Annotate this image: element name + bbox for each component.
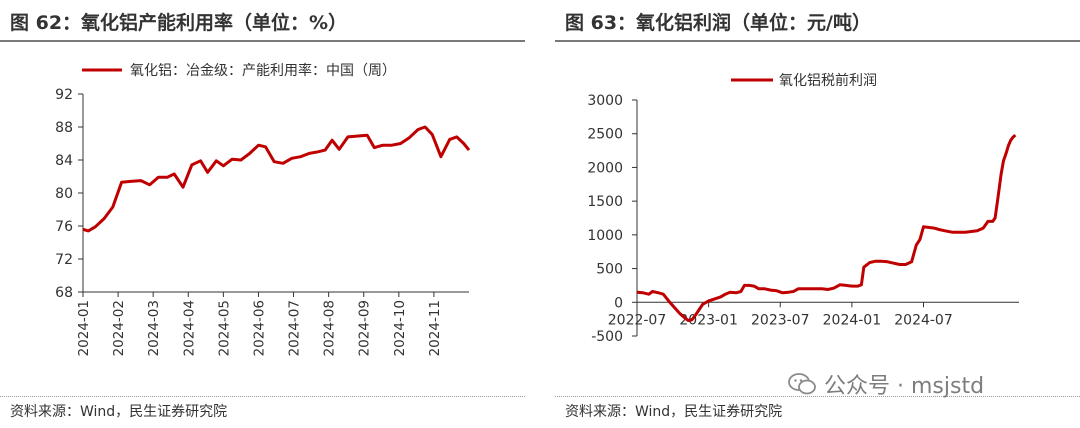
left-source-note: 资料来源：Wind，民生证券研究院: [10, 404, 228, 420]
x-tick-label: 2024-08: [322, 300, 338, 356]
left-chart: 氧化铝：冶金级：产能利用率：中国（周） 68 72 76 80 84 88 92 2024-01…: [55, 62, 471, 356]
right-chart: 氧化铝税前利润 -500 0 500 1000 1500 2000 2500 3000 2022-…: [587, 72, 1019, 345]
y-tick-label: 1500: [587, 194, 623, 210]
left-figure-title: 图 62：氧化铝产能利用率（单位：%）: [10, 12, 348, 34]
right-source-rule: [555, 396, 1080, 398]
right-title-rule: [555, 40, 1080, 42]
series-line: [636, 133, 1017, 322]
x-tick-label: 2024-03: [146, 300, 162, 356]
right-panel: 图 63：氧化铝利润（单位：元/吨） 氧化铝税前利润 -500 0 500 1000 15…: [555, 0, 1080, 428]
y-tick-label: 80: [55, 186, 73, 202]
left-title-rule: [0, 40, 525, 42]
x-tick-label: 2024-02: [111, 300, 127, 356]
x-tick-label: 2024-01: [76, 300, 92, 356]
x-tick-label: 2024-07: [894, 312, 953, 328]
y-tick-label: 1000: [587, 228, 623, 244]
y-tick-label: 84: [55, 153, 73, 169]
left-panel: 图 62：氧化铝产能利用率（单位：%） 氧化铝：冶金级：产能利用率：中国（周） 6…: [0, 0, 525, 428]
y-tick-label: 76: [55, 219, 73, 235]
right-source-note: 资料来源：Wind，民生证券研究院: [565, 404, 783, 420]
y-tick-label: 3000: [587, 93, 623, 109]
x-tick-label: 2023-07: [751, 312, 810, 328]
y-tick-label: 68: [55, 285, 73, 301]
x-tick-label: 2024-11: [427, 300, 443, 356]
x-tick-label: 2022-07: [608, 312, 667, 328]
watermark: 公众号 · msjstd: [788, 368, 984, 400]
x-tick-label: 2024-09: [357, 300, 373, 356]
y-tick-label: 2000: [587, 160, 623, 176]
y-tick-label: -500: [591, 329, 623, 345]
series-line: [82, 125, 471, 233]
y-tick-label: 0: [614, 295, 623, 311]
watermark-text: 公众号 · msjstd: [824, 374, 985, 399]
legend-label: 氧化铝税前利润: [779, 72, 877, 89]
y-tick-label: 72: [55, 252, 73, 268]
right-figure-title: 图 63：氧化铝利润（单位：元/吨）: [565, 12, 871, 34]
y-tick-label: 88: [55, 120, 73, 136]
x-tick-label: 2024-06: [251, 300, 267, 356]
wechat-icon: [788, 373, 816, 395]
x-tick-label: 2024-04: [181, 300, 197, 356]
y-tick-label: 2500: [587, 127, 623, 143]
x-tick-label: 2024-07: [287, 300, 303, 356]
legend-label: 氧化铝：冶金级：产能利用率：中国（周）: [130, 62, 396, 79]
left-source-rule: [0, 396, 525, 398]
y-tick-label: 92: [55, 87, 73, 103]
x-tick-label: 2024-10: [392, 300, 408, 356]
x-tick-label: 2024-05: [216, 300, 232, 356]
x-tick-label: 2024-01: [823, 312, 882, 328]
y-tick-label: 500: [596, 262, 623, 278]
